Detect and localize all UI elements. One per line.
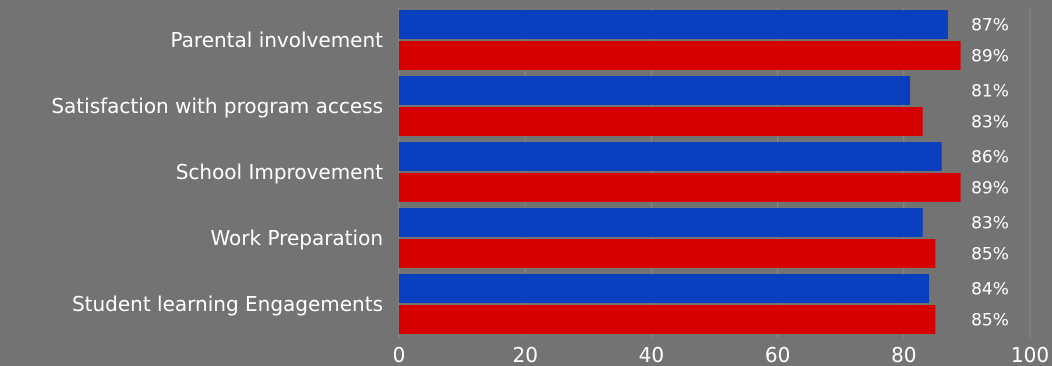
x-tick-label: 60: [765, 343, 790, 366]
value-label: 85%: [971, 311, 1009, 331]
value-label: 86%: [971, 148, 1009, 168]
value-label: 81%: [971, 82, 1009, 102]
x-tick-label: 40: [639, 343, 664, 366]
bar: [399, 173, 961, 202]
bar: [399, 305, 936, 334]
bar: [399, 41, 961, 70]
category-label: Parental involvement: [171, 28, 384, 52]
x-tick-label: 80: [891, 343, 916, 366]
value-label: 83%: [971, 214, 1009, 234]
bar: [399, 274, 930, 303]
category-label: School Improvement: [176, 160, 383, 184]
value-label: 89%: [971, 47, 1009, 67]
bars: [399, 10, 961, 334]
value-label: 83%: [971, 113, 1009, 133]
value-label: 84%: [971, 280, 1009, 300]
bar: [399, 208, 923, 237]
value-labels: 87% 89% 81% 83% 86% 89% 83% 85% 84% 85%: [971, 16, 1009, 331]
x-tick-label: 0: [393, 343, 406, 366]
category-label: Student learning Engagements: [72, 292, 383, 316]
bar: [399, 142, 942, 171]
bar: [399, 107, 923, 136]
bar: [399, 76, 911, 105]
bar: [399, 239, 936, 268]
category-label: Work Preparation: [210, 226, 383, 250]
x-tick-label: 100: [1011, 343, 1049, 366]
value-label: 89%: [971, 179, 1009, 199]
category-labels: Parental involvement Satisfaction with pr…: [51, 28, 383, 316]
x-axis-ticks: 0 20 40 60 80 100: [393, 343, 1049, 366]
bar: [399, 10, 948, 39]
category-label: Satisfaction with program access: [51, 94, 383, 118]
value-label: 87%: [971, 16, 1009, 36]
value-label: 85%: [971, 245, 1009, 265]
x-tick-label: 20: [512, 343, 537, 366]
